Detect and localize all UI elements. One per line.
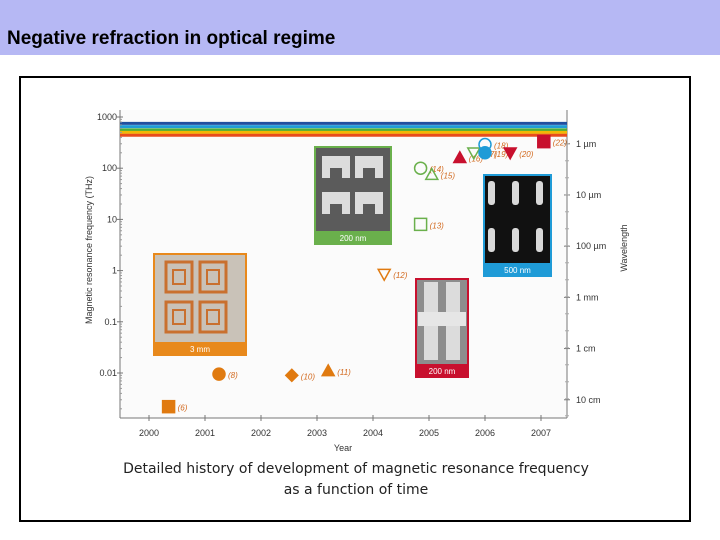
data-point-7 — [413, 161, 428, 175]
data-point-ref-label: (10) — [301, 372, 316, 381]
data-point-ref-label: (16) — [469, 155, 484, 164]
data-point-10 — [466, 147, 482, 161]
nanorod-pair — [488, 181, 495, 205]
data-point-ref-label: (15) — [441, 172, 456, 181]
y-axis-label: Magnetic resonance frequency (THz) — [84, 176, 94, 324]
caption-line-2: as a function of time — [283, 482, 429, 498]
inset-label-bar — [416, 364, 468, 377]
data-point-ref-label: (22) — [553, 139, 568, 148]
inset-image-2: 200 nm — [314, 146, 392, 245]
y-tick-label: 0.01 — [99, 368, 117, 378]
split-ring — [198, 300, 228, 334]
data-point-13 — [502, 147, 518, 161]
y-tick-label: 1000 — [97, 112, 117, 122]
u-resonator — [322, 192, 350, 214]
data-point-12 — [478, 146, 492, 160]
inset-scale-label: 200 nm — [429, 367, 456, 376]
caption-line-1: Detailed history of development of magne… — [123, 461, 589, 477]
y-tick-label: 1 — [112, 266, 117, 276]
split-ring — [198, 260, 228, 294]
u-resonator — [355, 156, 383, 178]
wavelength-tick-label: 1 µm — [576, 139, 596, 149]
inset-frame — [415, 278, 469, 378]
data-point-3 — [284, 368, 299, 383]
x-tick-label: 2007 — [531, 428, 551, 438]
inset-scale-label: 200 nm — [340, 234, 367, 243]
u-resonator — [322, 156, 350, 178]
nanorod-pair — [512, 228, 519, 252]
data-point-ref-label: (8) — [228, 371, 238, 380]
split-ring — [164, 300, 194, 334]
inset-image-1: 3 mm — [153, 253, 247, 356]
y-tick-label: 0.1 — [104, 317, 117, 327]
wavelength-tick-label: 1 cm — [576, 344, 596, 354]
x-tick-label: 2003 — [307, 428, 327, 438]
split-ring-inner — [206, 309, 220, 325]
split-ring-inner — [172, 269, 186, 285]
x-tick-label: 2006 — [475, 428, 495, 438]
data-point-2 — [212, 367, 226, 381]
inset-label-bar — [315, 231, 391, 244]
nanorod-pair — [536, 228, 543, 252]
slide-title: Negative refraction in optical regime — [7, 28, 336, 49]
inset-label-bar — [484, 263, 551, 276]
inset-label-bar — [154, 342, 246, 355]
wavelength-tick-label: 10 cm — [576, 395, 601, 405]
data-point-14 — [537, 134, 551, 149]
data-point-9 — [452, 150, 468, 164]
data-point-4 — [320, 363, 336, 377]
x-tick-label: 2004 — [363, 428, 383, 438]
wavelength-axis-label: Wavelength — [619, 224, 629, 271]
nanorod-pair — [488, 228, 495, 252]
u-resonator — [355, 192, 383, 214]
data-point-ref-label: (11) — [337, 368, 351, 377]
x-tick-label: 2002 — [251, 428, 271, 438]
inset-image-3: 500 nm — [483, 174, 552, 277]
data-point-ref-label: (20) — [519, 150, 534, 159]
title-bar: Negative refraction in optical regime — [0, 0, 720, 55]
data-point-8 — [424, 167, 440, 181]
data-point-ref-label: (13) — [430, 221, 445, 230]
data-point-ref-label: (14) — [430, 165, 445, 174]
x-tick-label: 2000 — [139, 428, 159, 438]
inset-scale-label: 3 mm — [190, 345, 210, 354]
wavelength-tick-label: 1 mm — [576, 292, 599, 302]
inset-scale-label: 500 nm — [504, 266, 531, 275]
wavelength-tick-label: 100 µm — [576, 241, 606, 251]
data-point-ref-label: (19) — [494, 150, 509, 159]
data-point-1 — [161, 399, 176, 414]
x-tick-label: 2001 — [195, 428, 215, 438]
inset-image-4: 200 nm — [415, 278, 469, 378]
data-point-5 — [376, 268, 392, 282]
data-point-6 — [413, 217, 428, 232]
x-axis-label: Year — [334, 443, 352, 453]
data-point-ref-label: (12) — [393, 271, 408, 280]
data-point-ref-label: (18) — [494, 142, 509, 151]
x-tick-label: 2005 — [419, 428, 439, 438]
split-ring-inner — [206, 269, 220, 285]
wavelength-tick-label: 10 µm — [576, 190, 601, 200]
figure-caption: Detailed history of development of magne… — [40, 459, 672, 501]
nanorod-pair — [536, 181, 543, 205]
split-ring — [164, 260, 194, 294]
data-point-ref-label: (6) — [178, 404, 188, 413]
y-tick-label: 100 — [102, 163, 117, 173]
nanorod-pair — [512, 181, 519, 205]
split-ring-inner — [172, 309, 186, 325]
y-tick-label: 10 — [107, 214, 117, 224]
fishnet-bar — [418, 312, 466, 326]
